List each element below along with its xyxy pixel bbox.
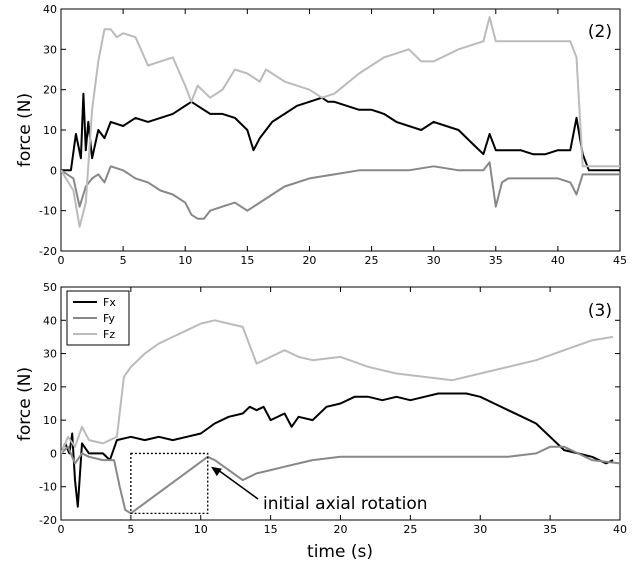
series-line-series-0 [61,92,620,172]
x-tick-label: 5 [127,523,134,536]
x-tick-label: 25 [365,254,379,267]
x-tick-label: 10 [178,254,192,267]
y-tick-label: 20 [43,381,57,394]
y-tick-label: 10 [43,124,57,137]
series-line-fz [61,319,614,454]
y-tick-label: 50 [43,281,57,294]
y-tick-label: 0 [50,447,57,460]
legend-label: Fz [103,328,115,341]
y-tick-label: -10 [39,205,57,218]
x-tick-label: 30 [427,254,441,267]
x-tick-label: 10 [194,523,208,536]
series-line-series-1 [61,161,620,220]
x-tick-label: 0 [58,523,65,536]
legend: Fx Fy Fz [66,290,130,346]
annotation-label: initial axial rotation [263,494,428,514]
x-tick-label: 0 [58,254,65,267]
x-tick-label: 35 [489,254,503,267]
plot-frame [60,8,621,252]
series-line-fy [61,445,620,515]
x-tick-label: 20 [302,254,316,267]
y-tick-label: 30 [43,348,57,361]
chart-panel-bottom: 0 5 10 15 20 25 30 35 40 -20 -10 0 10 20 30 40 50 Fx Fy Fz [39,281,627,536]
x-axis-title: time (s) [307,542,373,562]
x-tick-label: 25 [403,523,417,536]
x-tick-label: 20 [334,523,348,536]
x-tick-label: 15 [264,523,278,536]
series-line-fx [61,392,614,508]
x-tick-label: 35 [543,523,557,536]
series-line-series-2 [61,16,620,228]
y-tick-label: 30 [43,43,57,56]
y-tick-label: -20 [39,514,57,527]
x-tick-label: 5 [120,254,127,267]
y-tick-label: 0 [50,164,57,177]
legend-label: Fy [103,312,115,325]
annotation-arrow-head [211,466,222,477]
x-tick-label: 15 [240,254,254,267]
y-tick-label: 40 [43,314,57,327]
y-tick-label: 20 [43,84,57,97]
x-tick-label: 30 [473,523,487,536]
y-axis-title-top: force (N) [15,93,35,167]
y-axis-title-bottom: force (N) [15,367,35,441]
panel-label-bottom: (3) [588,301,612,321]
panel-label-top: (2) [588,22,612,42]
y-tick-label: -20 [39,245,57,258]
y-tick-label: 40 [43,3,57,16]
y-tick-label: 10 [43,414,57,427]
chart-panel-top: 0 5 10 15 20 25 30 35 40 45 -20 -10 0 10 20 30 40 [39,3,627,267]
x-tick-label: 40 [551,254,565,267]
legend-label: Fx [103,296,116,309]
annotation-arrow-shaft [218,470,259,500]
x-tick-label: 40 [613,523,627,536]
x-tick-label: 45 [613,254,627,267]
y-tick-label: -10 [39,481,57,494]
